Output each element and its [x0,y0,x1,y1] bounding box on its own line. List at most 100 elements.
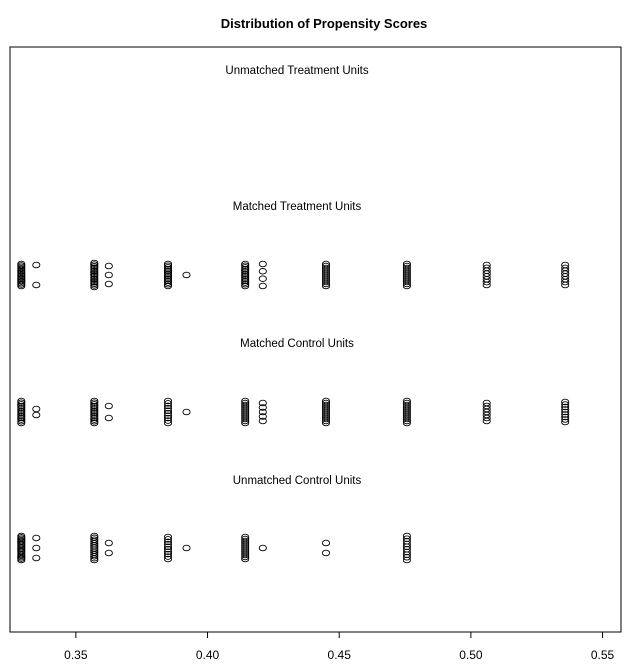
data-point [321,419,331,427]
data-point [163,533,173,541]
data-point [163,543,173,551]
data-point [32,405,41,413]
group-label: Matched Treatment Units [233,201,362,213]
data-point [321,415,331,423]
data-point [402,415,411,423]
data-point [182,408,191,416]
plot-frame [9,46,622,633]
data-point [90,419,99,427]
data-point [163,550,173,558]
data-point [561,278,570,286]
data-point [482,417,491,425]
data-point [104,402,113,410]
data-point [90,553,99,560]
data-point [163,397,173,405]
data-point [163,541,173,548]
data-point [321,417,331,425]
x-tick-label: 0.45 [328,648,352,662]
data-point [241,551,250,559]
data-point [241,555,250,563]
data-point [402,554,411,561]
data-point [163,405,173,412]
data-point [32,411,41,419]
data-point [163,417,173,424]
data-point [258,260,267,268]
data-point [182,271,191,279]
data-point [241,417,250,425]
data-point [561,416,570,423]
data-point [561,408,570,416]
group-label: Unmatched Control Units [233,475,362,487]
x-tick-label: 0.50 [459,648,483,662]
chart-title: Distribution of Propensity Scores [221,16,428,31]
data-point [258,282,267,290]
data-point [163,553,173,560]
data-point [163,548,173,555]
x-axis: 0.35 0.40 0.45 0.50 0.55 [64,632,615,662]
data-point [561,406,570,413]
data-point [32,534,41,542]
x-tick-label: 0.40 [196,648,220,662]
data-point [258,399,267,407]
data-point [402,278,411,286]
data-point [104,262,113,270]
data-point [32,281,41,289]
data-point [258,408,267,416]
data-point [163,412,173,419]
data-point [241,282,250,290]
data-point [258,413,267,420]
data-point [561,398,570,406]
data-point [163,407,173,415]
data-point [163,555,173,563]
data-point [402,419,411,427]
data-point [90,283,99,291]
data-point [561,418,570,426]
data-point [321,280,331,288]
data-point [321,549,331,557]
data-point [321,282,331,290]
data-point [482,281,491,289]
data-point [163,545,173,553]
data-point [90,556,99,564]
data-point [241,415,250,423]
data-point [163,536,173,543]
data-point [402,282,411,290]
data-point [163,282,173,290]
data-point [561,413,570,421]
data-point [321,539,331,547]
data-point [163,419,173,427]
data-point [241,553,250,561]
groups-layer: Unmatched Treatment Units Matched Treatme… [17,65,570,564]
data-point [163,409,173,417]
data-point [258,417,267,425]
data-point [402,417,411,425]
x-tick-label: 0.55 [591,648,615,662]
data-point [321,278,331,286]
data-point [561,281,570,289]
data-point [561,401,570,408]
data-point [104,539,113,547]
data-point [241,419,250,427]
data-point [32,261,41,269]
data-point [104,414,113,422]
data-point [32,544,41,552]
data-point [258,268,267,275]
data-point [258,544,267,552]
data-point [17,556,26,564]
data-point [561,411,570,418]
data-point [482,278,491,286]
data-point [258,275,267,282]
data-point [258,404,267,411]
data-point [163,414,173,422]
group-label: Unmatched Treatment Units [225,65,368,77]
data-point [104,271,113,279]
data-point [402,556,411,564]
data-point [482,414,491,422]
data-point [182,544,191,552]
data-point [104,280,113,288]
data-point [163,538,173,546]
data-point [561,403,570,411]
data-point [402,280,411,288]
data-point [163,402,173,410]
